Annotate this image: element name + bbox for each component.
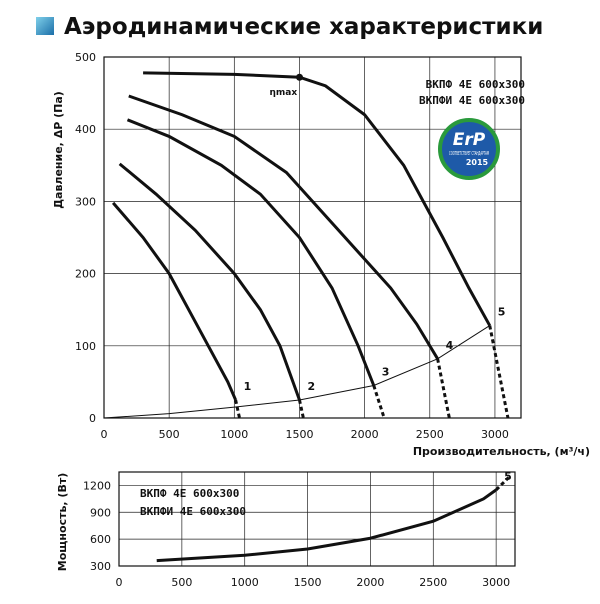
curve: [495, 476, 510, 491]
model-label: ВКПФ 4E 600x300: [140, 487, 239, 500]
y-tick-label: 400: [75, 123, 96, 136]
curve: [436, 358, 451, 419]
curve: [143, 71, 492, 327]
x-tick-label: 500: [159, 428, 180, 441]
x-tick-label: 1500: [285, 428, 313, 441]
x-tick-label: 1000: [220, 428, 248, 441]
curve: [111, 201, 237, 401]
x-tick-label: 2500: [416, 428, 444, 441]
page-title: Аэродинамические характеристики: [64, 14, 543, 40]
x-tick-label: 1500: [294, 576, 322, 589]
x-tick-label: 0: [116, 576, 123, 589]
y-tick-label: 300: [90, 560, 111, 573]
curve-label: 5: [504, 470, 512, 483]
badge-title: ErP: [453, 130, 486, 150]
curve: [156, 488, 498, 563]
curve-label: 5: [498, 306, 506, 319]
model-label: ВКПФИ 4E 600x300: [140, 505, 246, 518]
peak-label: ηmax: [269, 88, 297, 98]
y-tick-label: 900: [90, 506, 111, 519]
x-tick-label: 3000: [481, 428, 509, 441]
curve-label: 1: [244, 380, 252, 393]
y-tick-label: 300: [75, 195, 96, 208]
y-tick-label: 500: [75, 51, 96, 64]
curve: [488, 325, 510, 419]
y-tick-label: 100: [75, 340, 96, 353]
x-tick-label: 500: [171, 576, 192, 589]
y-axis-label: Давление, ΔP (Па): [52, 91, 65, 209]
y-axis-label: Мощность, (Вт): [56, 473, 69, 572]
curve-label: 4: [446, 339, 454, 352]
curve: [103, 325, 490, 419]
x-tick-label: 3000: [482, 576, 510, 589]
y-tick-label: 1200: [83, 479, 111, 492]
x-tick-label: 2000: [356, 576, 384, 589]
peak-point: [295, 73, 303, 81]
x-tick-label: 2000: [351, 428, 379, 441]
y-tick-label: 0: [89, 412, 96, 425]
plot-frame: [103, 56, 522, 419]
y-tick-label: 600: [90, 533, 111, 546]
x-tick-label: 1000: [231, 576, 259, 589]
y-tick-label: 200: [75, 268, 96, 281]
badge-subtitle: СООТВЕТСТВУЕТ СТАНДАРТАМ: [449, 151, 489, 157]
plot-frame: [118, 471, 516, 567]
curve: [234, 399, 241, 419]
curve-label: 2: [307, 380, 315, 393]
curve: [126, 118, 376, 387]
badge-year: 2015: [466, 158, 489, 167]
curve: [372, 385, 386, 419]
x-axis-label: Производительность, (м³/ч): [413, 445, 590, 458]
curve: [128, 94, 439, 360]
curve-label: 3: [382, 366, 390, 379]
x-tick-label: 0: [101, 428, 108, 441]
model-label: ВКПФИ 4E 600x300: [419, 94, 525, 107]
header-icon: [36, 17, 54, 35]
x-tick-label: 2500: [419, 576, 447, 589]
model-label: ВКПФ 4E 600x300: [426, 78, 525, 91]
curve: [298, 399, 305, 419]
curve: [118, 162, 301, 401]
badge-ring: [438, 118, 500, 180]
